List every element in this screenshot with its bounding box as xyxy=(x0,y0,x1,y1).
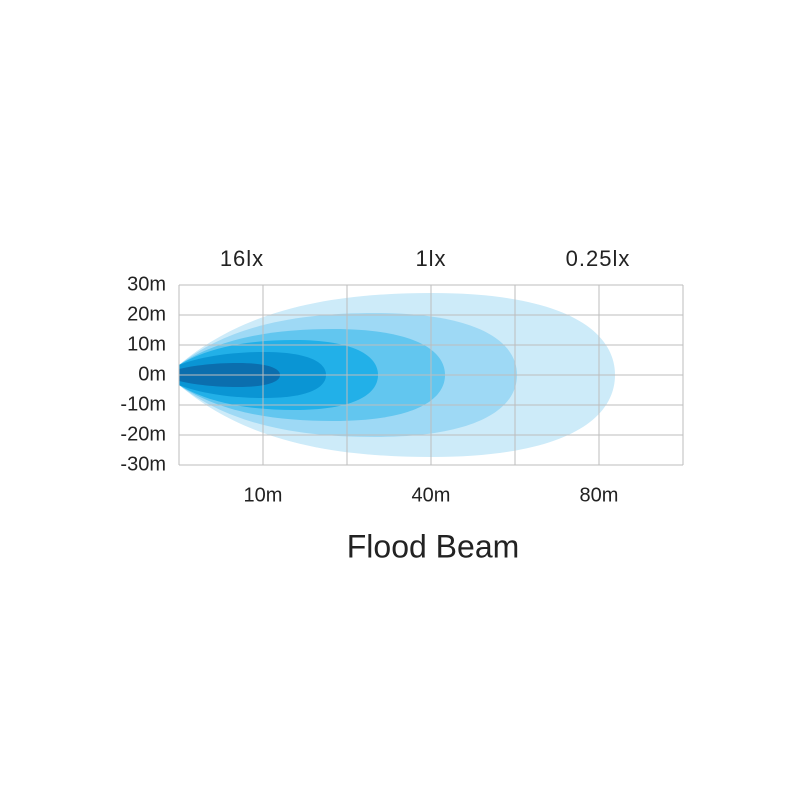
lux-label: 0.25lx xyxy=(566,246,631,271)
grid xyxy=(178,284,684,466)
y-label: 0m xyxy=(138,363,166,385)
x-label: 80m xyxy=(580,484,619,506)
title: Flood Beam xyxy=(347,528,520,564)
y-label: -30m xyxy=(120,453,166,475)
x-label: 40m xyxy=(412,484,451,506)
y-label: -20m xyxy=(120,423,166,445)
lux-label: 16lx xyxy=(220,246,264,271)
y-label: -10m xyxy=(120,393,166,415)
lux-label: 1lx xyxy=(415,246,446,271)
y-label: 10m xyxy=(127,333,166,355)
y-label: 20m xyxy=(127,303,166,325)
x-label: 10m xyxy=(244,484,283,506)
y-label: 30m xyxy=(127,273,166,295)
